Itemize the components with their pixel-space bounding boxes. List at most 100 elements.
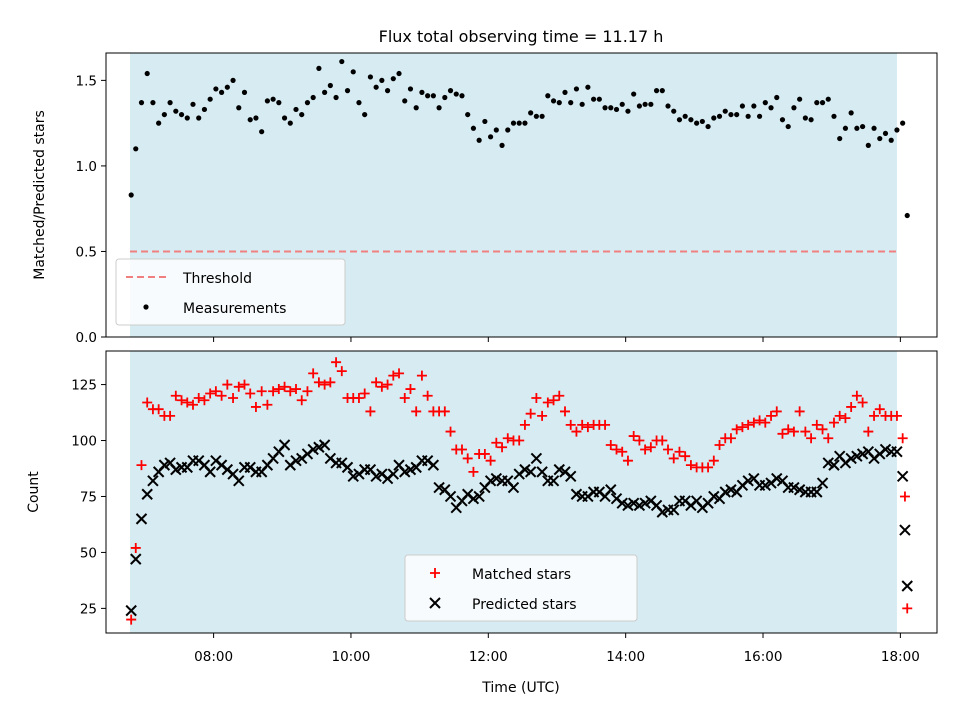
data-point [519, 419, 530, 430]
data-point [259, 129, 265, 135]
data-point [797, 96, 803, 102]
data-point [596, 96, 602, 102]
data-point [888, 137, 894, 143]
legend-matched-swatch [430, 568, 440, 578]
data-point [891, 446, 903, 458]
data-point [816, 477, 829, 489]
data-point [739, 103, 746, 109]
data-point [387, 468, 400, 480]
data-point [550, 98, 557, 104]
data-point [714, 440, 725, 450]
data-point [130, 542, 141, 553]
data-point [625, 108, 631, 114]
data-point [144, 70, 150, 77]
data-point [222, 379, 233, 390]
data-point [376, 381, 387, 392]
data-point [219, 89, 225, 95]
x-axis-label: Time (UTC) [481, 680, 559, 696]
data-point [436, 105, 442, 111]
data-point [485, 455, 496, 466]
legend-predicted-label: Predicted stars [472, 597, 577, 613]
data-point [756, 113, 763, 119]
data-point [648, 101, 654, 107]
data-point [196, 115, 202, 121]
data-point [310, 94, 316, 101]
data-point [470, 125, 477, 131]
data-point [250, 401, 261, 412]
data-point [788, 426, 799, 437]
data-point [447, 88, 454, 94]
data-point [135, 513, 148, 525]
data-point [524, 466, 537, 478]
y-tick-label: 1.0 [76, 159, 97, 175]
data-point [533, 113, 539, 119]
data-point [602, 105, 608, 111]
data-point [216, 390, 227, 401]
data-point [313, 377, 324, 388]
data-point [896, 470, 909, 483]
data-point [367, 74, 374, 80]
y-axis-label: Matched/Predicted stars [32, 110, 48, 280]
data-point [479, 448, 490, 459]
legend-box [115, 258, 346, 326]
data-point [562, 89, 568, 95]
data-point [725, 433, 736, 444]
data-point [568, 100, 574, 106]
data-point [800, 426, 811, 437]
data-point [388, 370, 399, 381]
data-point [379, 77, 385, 83]
x-tick-label: 12:00 [469, 649, 508, 665]
data-point [182, 397, 193, 408]
data-point [751, 103, 757, 109]
data-point [245, 388, 256, 399]
data-point [605, 440, 616, 450]
data-point [497, 442, 508, 453]
data-point [871, 125, 877, 131]
data-point [828, 459, 840, 471]
data-point [802, 115, 808, 121]
data-point [762, 100, 768, 106]
data-point [734, 111, 740, 118]
data-point [241, 89, 248, 95]
axes-frame [105, 350, 938, 634]
data-point [605, 484, 617, 496]
data-point [285, 386, 296, 397]
data-point [842, 125, 849, 131]
data-point [425, 93, 431, 99]
data-point [187, 399, 198, 410]
data-point [685, 460, 696, 471]
data-point [465, 111, 471, 118]
data-point [453, 91, 459, 97]
data-point [236, 105, 242, 111]
data-point [585, 84, 591, 90]
data-point [722, 108, 728, 114]
data-point [600, 419, 611, 430]
y-tick-label: 25 [80, 601, 97, 617]
legend-measurement-swatch [143, 304, 149, 310]
data-point [680, 451, 691, 462]
data-point [493, 127, 499, 133]
data-point [530, 452, 543, 465]
data-point [537, 410, 548, 421]
data-point [279, 381, 290, 392]
data-point [499, 142, 505, 148]
data-point [525, 408, 536, 419]
y-tick-label: 50 [80, 545, 97, 561]
data-point [350, 69, 356, 75]
data-point [682, 113, 688, 119]
data-point [659, 88, 665, 94]
data-point [688, 117, 694, 123]
data-point [344, 88, 351, 94]
data-point [384, 88, 391, 94]
data-point [899, 491, 910, 502]
data-point [322, 89, 328, 95]
data-point [239, 379, 250, 390]
data-point [210, 386, 221, 397]
data-point [811, 419, 822, 430]
data-point [156, 120, 162, 126]
x-tick-label: 16:00 [744, 649, 783, 665]
data-point [514, 435, 525, 446]
data-point [631, 91, 637, 97]
data-point [777, 428, 788, 439]
